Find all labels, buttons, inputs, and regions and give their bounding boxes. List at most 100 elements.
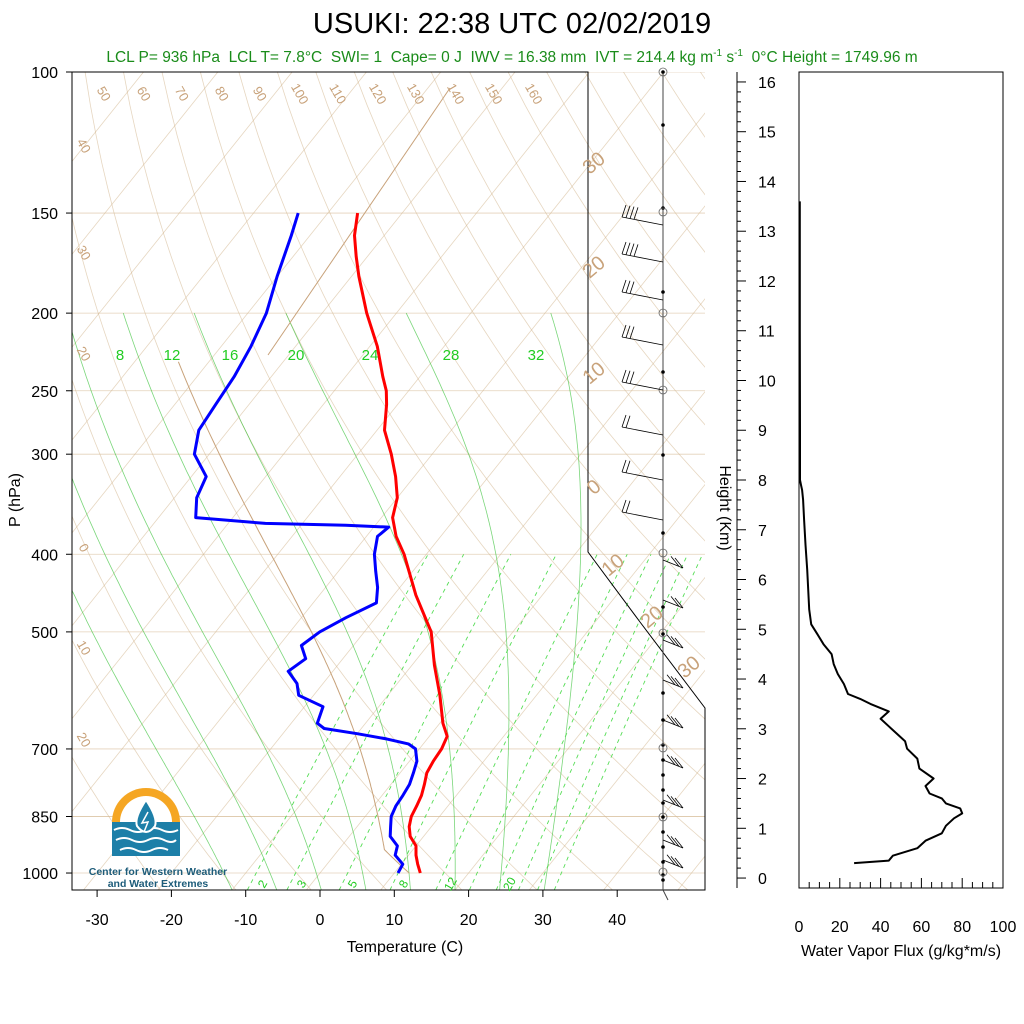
wind-barb-feather — [625, 370, 631, 383]
wind-barb-feather — [670, 756, 680, 767]
wind-level-dot — [661, 773, 665, 777]
sounding-stats: LCL P= 936 hPa LCL T= 7.8°C SWI= 1 Cape=… — [0, 48, 1024, 67]
wind-level-dot — [661, 123, 665, 127]
isotherm-label: 30 — [674, 652, 705, 683]
height-tick-label: 7 — [758, 523, 767, 540]
temperature-tick-label: 30 — [534, 912, 552, 929]
wind-barb-feather — [674, 797, 684, 809]
wind-level-dot — [661, 878, 665, 882]
isotherm-label: 30 — [579, 148, 610, 179]
isotherm-label: 10 — [579, 358, 610, 389]
height-tick-label: 2 — [758, 772, 767, 789]
wind-barb-feather — [670, 796, 680, 807]
mixing-ratio-line — [495, 554, 652, 890]
height-tick-label: 14 — [758, 174, 776, 191]
isotherm-label: 10 — [74, 638, 94, 658]
isotherm-line — [603, 762, 705, 890]
wind-barb-feather — [621, 459, 627, 473]
mixing-ratio-label: 5 — [345, 877, 361, 890]
parcel-path-line — [267, 87, 451, 356]
height-tick-label: 10 — [758, 373, 776, 390]
wind-barb-feather — [629, 281, 635, 294]
wind-barb-feather — [674, 677, 684, 689]
wind-barb-feather — [625, 460, 631, 473]
wind-barb — [621, 253, 664, 263]
wind-barb-feather — [666, 794, 676, 806]
dry-adiabat-label: 110 — [326, 81, 349, 106]
skewt-profiles — [192, 212, 449, 874]
wind-barb-feather — [666, 754, 676, 766]
dry-adiabat-line — [623, 72, 705, 196]
isotherm-label: 20 — [74, 344, 94, 364]
temperature-line — [353, 212, 449, 874]
height-axis-label: Height (Km) — [716, 465, 733, 550]
height-tick-label: 5 — [758, 622, 767, 639]
ivt-value: IVT = 214.4 kg m-1 s-1 — [594, 48, 743, 67]
wind-barb-feather — [625, 500, 631, 513]
height-tick-label: 6 — [758, 573, 767, 590]
isotherm-line — [454, 576, 705, 890]
wind-barb-column — [621, 67, 684, 901]
mixing-ratio-line — [389, 554, 557, 890]
mixing-ratio-label: 20 — [500, 874, 519, 893]
height-tick-label: 4 — [758, 672, 767, 689]
isotherm-line — [752, 72, 1024, 890]
dry-adiabat-label: 50 — [94, 84, 114, 104]
pressure-tick-label: 1000 — [22, 866, 58, 883]
wind-barb-feather — [674, 637, 684, 649]
mixing-ratio-line — [246, 554, 429, 890]
wind-level-dot — [661, 605, 665, 609]
wind-calm-circle — [658, 548, 668, 558]
parcel-path-line — [177, 361, 410, 874]
dry-adiabat-line — [200, 72, 705, 843]
dry-adiabat-line — [72, 378, 387, 890]
mixing-ratio-label: 2 — [255, 877, 271, 890]
wind-calm-circle — [658, 812, 668, 822]
wind-level-dot — [661, 70, 665, 74]
dry-adiabat-label: 130 — [404, 81, 428, 107]
wind-calm-circle — [658, 743, 668, 753]
wind-barb — [621, 511, 664, 521]
flux-tick-label: 100 — [990, 919, 1017, 936]
wind-barb-feather — [621, 414, 627, 428]
wind-barb — [662, 859, 684, 869]
moist-adiabat-line — [72, 589, 233, 890]
wind-barb-feather — [670, 716, 680, 727]
lcl-pressure: LCL P= 936 hPa — [106, 49, 220, 67]
wind-level-dot — [661, 830, 665, 834]
mixing-ratio-label: 20 — [288, 347, 305, 364]
isotherm-label: 20 — [579, 252, 610, 283]
wind-barb-feather — [629, 371, 635, 384]
isotherm-line — [380, 484, 705, 890]
flux-plot-border — [798, 71, 1004, 889]
wind-staff-line — [662, 889, 669, 901]
wind-barb — [662, 599, 684, 609]
isotherm-line — [72, 72, 590, 720]
wind-barb-feather — [666, 674, 676, 686]
swi-value: SWI= 1 — [330, 49, 383, 67]
wind-barb — [621, 381, 664, 391]
wind-barb-feather — [621, 499, 627, 513]
isotherm-line — [72, 72, 293, 348]
isotherm-label: 0 — [583, 475, 606, 499]
dry-adiabat-line — [353, 72, 705, 601]
mixing-ratio-line — [286, 554, 465, 890]
wind-barb-feather — [629, 243, 635, 256]
pressure-tick-label: 500 — [31, 625, 58, 642]
mixing-ratio-label: 16 — [222, 347, 239, 364]
dry-adiabat-label: 140 — [444, 81, 468, 107]
wind-barb-feather — [670, 676, 680, 687]
wind-barb-feather — [621, 279, 627, 293]
wind-level-dot — [661, 845, 665, 849]
wind-level-dot — [661, 290, 665, 294]
isotherm-line — [231, 298, 705, 890]
height-tick-label: 12 — [758, 274, 776, 291]
wind-barb — [621, 291, 664, 301]
mixing-ratio-line — [338, 554, 512, 890]
wind-level-dot — [661, 632, 665, 636]
dry-adiabat-line — [84, 72, 538, 890]
iwv-value: IWV = 16.38 mm — [470, 49, 587, 67]
temperature-tick-label: 20 — [460, 912, 478, 929]
wind-level-dot — [661, 531, 665, 535]
